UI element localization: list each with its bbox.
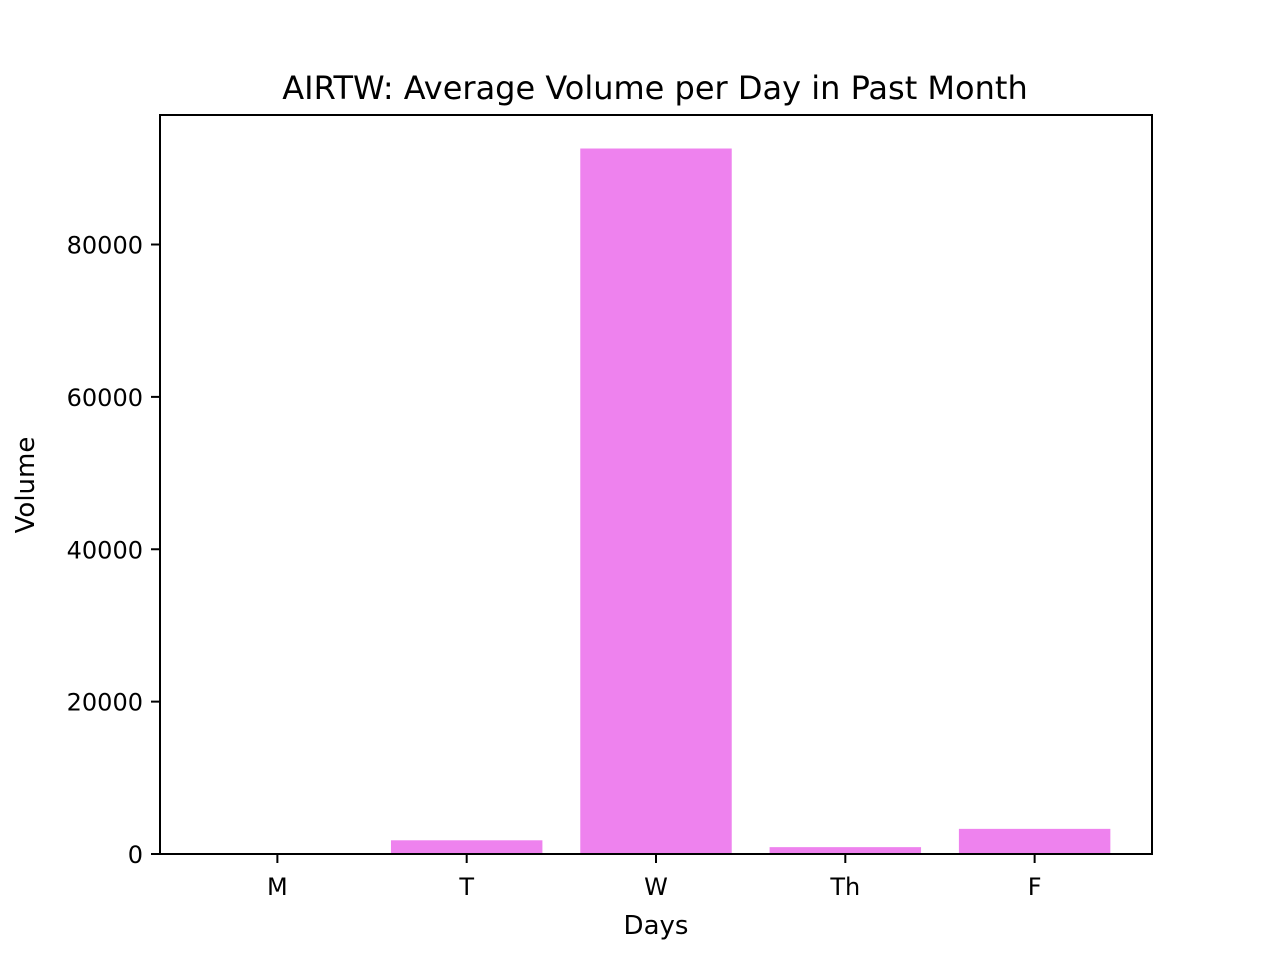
plot-frame <box>159 114 1153 855</box>
x-tick-label-m: M <box>267 873 288 901</box>
bar-w <box>580 148 732 854</box>
y-axis-label: Volume <box>11 437 41 534</box>
x-tick-label-t: T <box>458 873 474 901</box>
y-tick-label: 0 <box>128 841 143 869</box>
bar-t <box>390 840 543 854</box>
y-tick-label: 60000 <box>67 384 143 412</box>
x-tick-label-th: Th <box>829 873 860 901</box>
chart-title: AIRTW: Average Volume per Day in Past Mo… <box>282 69 1027 107</box>
y-axis-ticks: 0 20000 40000 60000 80000 <box>67 232 160 869</box>
y-tick-label: 20000 <box>67 689 143 717</box>
y-tick-label: 80000 <box>67 232 143 260</box>
x-axis-ticks: M T W Th F <box>267 854 1042 901</box>
x-axis-label: Days <box>624 911 689 941</box>
x-tick-label-w: W <box>644 873 668 901</box>
bars-group <box>390 148 1111 854</box>
x-tick-label-f: F <box>1028 873 1042 901</box>
bar-f <box>958 828 1111 854</box>
y-tick-label: 40000 <box>67 536 143 564</box>
bar-th <box>769 847 922 854</box>
